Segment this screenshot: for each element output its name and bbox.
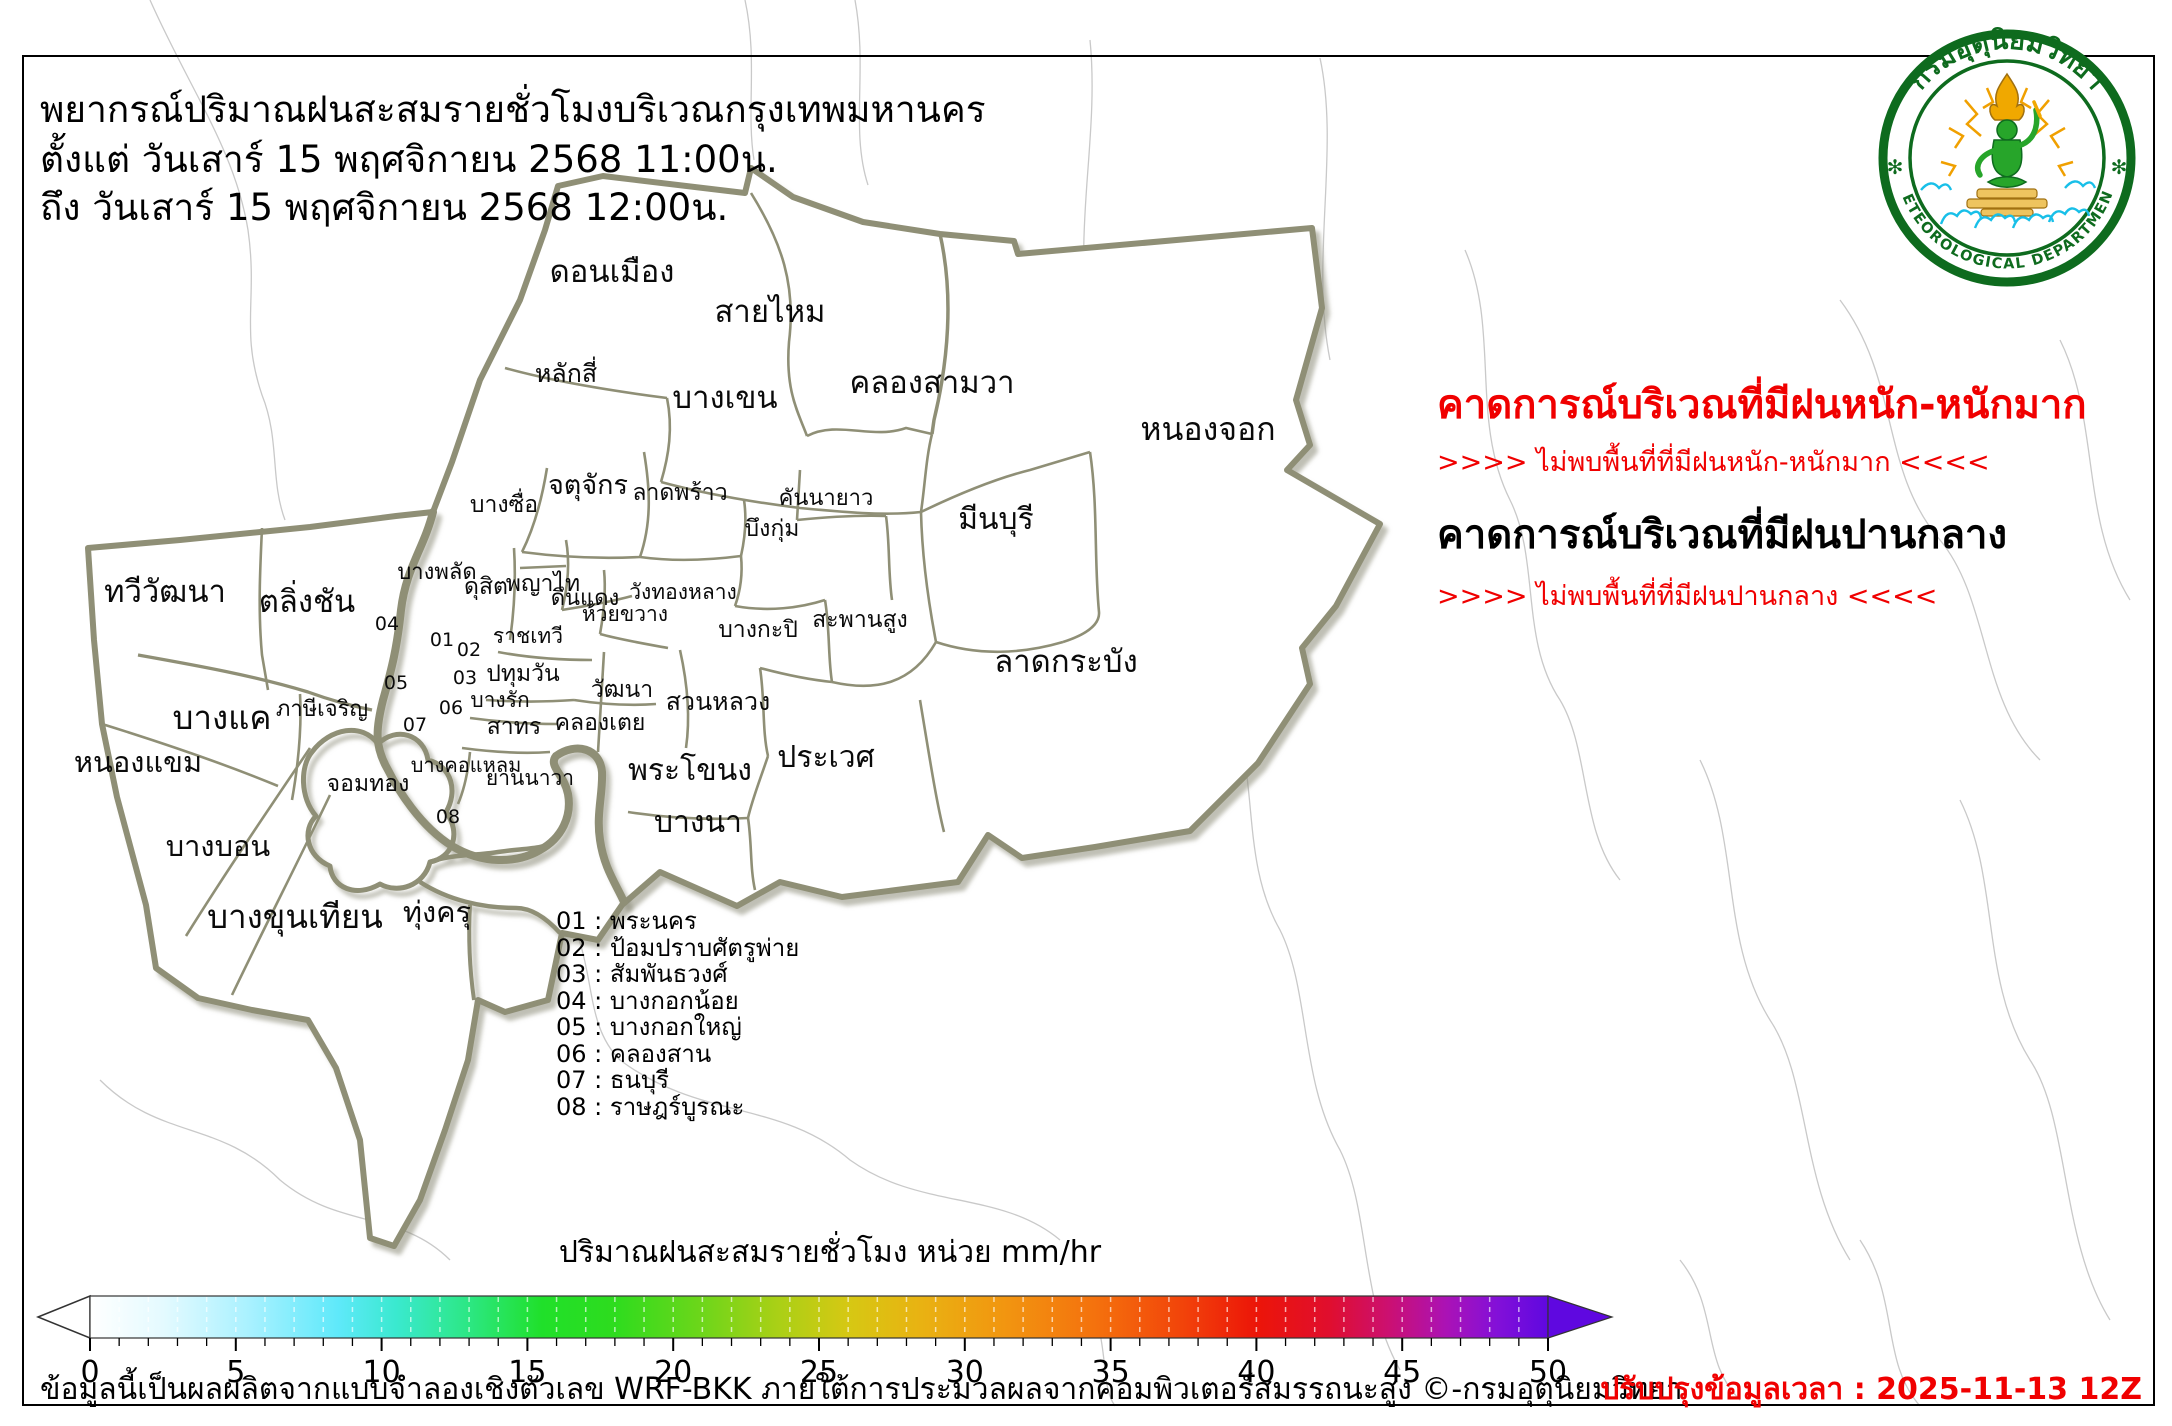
colorbar-tick-label: 35: [1092, 1355, 1130, 1390]
district-label: บางคอแหลม: [411, 753, 522, 777]
district-label: พระโขนง: [628, 752, 752, 788]
district-label: ลาดกระบัง: [994, 644, 1137, 680]
legend-item: 07 : ธนบุรี: [556, 1066, 670, 1094]
legend-item: 06 : คลองสาน: [556, 1039, 712, 1068]
city-outline: [85, 165, 1383, 1249]
district-label: ปทุมวัน: [486, 661, 560, 687]
colorbar-tick-label: 30: [946, 1355, 984, 1390]
page-title-line-3: ถึง วันเสาร์ 15 พฤศจิกายน 2568 12:00น.: [40, 186, 729, 229]
district-label: บางพลัด: [397, 560, 476, 585]
district-label: ภาษีเจริญ: [276, 697, 368, 722]
district-label: ทวีวัฒนา: [104, 574, 226, 610]
colorbar-tick-label: 5: [226, 1355, 245, 1390]
district-label: สาทร: [487, 714, 541, 740]
district-label: สายไหม: [715, 294, 826, 330]
district-label: 03: [453, 667, 477, 689]
district-label: มีนบุรี: [958, 502, 1033, 538]
district-label: สะพานสูง: [812, 607, 907, 633]
legend-item: 03 : สัมพันธวงศ์: [556, 960, 728, 988]
district-label: ตลิ่งชัน: [259, 580, 356, 620]
page-title-line-1: พยากรณ์ปริมาณฝนสะสมรายชั่วโมงบริเวณกรุงเ…: [40, 88, 986, 131]
logo-deity-figure-icon: [1966, 72, 2048, 217]
legend-item: 02 : ป้อมปราบศัตรูพ่าย: [556, 933, 800, 962]
district-label: วังทองหลาง: [629, 580, 737, 604]
legend-item: 01 : พระนคร: [556, 907, 697, 935]
logo-right-ornament-icon: ✻: [2111, 155, 2128, 179]
district-label: วัฒนา: [591, 677, 653, 703]
colorbar-tick-label: 25: [800, 1355, 838, 1390]
district-label: จอมทอง: [327, 771, 410, 797]
district-label: 04: [375, 613, 399, 635]
colorbar-right-arrow: [1547, 1295, 1614, 1339]
district-label: สวนหลวง: [666, 687, 770, 716]
colorbar-tick-label: 40: [1237, 1355, 1275, 1390]
page-title-line-2: ตั้งแต่ วันเสาร์ 15 พฤศจิกายน 2568 11:00…: [40, 138, 778, 181]
moderate-rain-result: >>>> ไม่พบพื้นที่ที่มีฝนปานกลาง <<<<: [1437, 581, 1938, 612]
colorbar-tick-label: 20: [654, 1355, 692, 1390]
colorbar-tick-label: 0: [80, 1355, 99, 1390]
district-label: หลักสี่: [535, 356, 597, 388]
district-label: 01: [430, 629, 454, 651]
district-label: พญาไท: [506, 570, 580, 597]
district-label: ห้วยขวาง: [582, 602, 668, 626]
district-label: บางกะปิ: [718, 617, 798, 643]
district-label: คันนายาว: [779, 486, 874, 511]
district-label: 05: [384, 672, 408, 694]
footer-update-time: ปรับปรุงข้อมูลเวลา : 2025-11-13 12Z: [1600, 1372, 2142, 1407]
district-label: คลองสามวา: [849, 365, 1014, 401]
district-label: บางนา: [654, 805, 742, 840]
district-label: ดินแดง: [551, 586, 620, 611]
colorbar-tick-label: 10: [363, 1355, 401, 1390]
district-label: บางเขน: [672, 380, 777, 416]
district-label: 08: [436, 806, 460, 828]
district-label: ประเวศ: [777, 740, 874, 775]
district-label: ทุ่งครุ: [403, 895, 471, 930]
logo-inner-ring: [1908, 59, 2106, 257]
district-label: 06: [439, 697, 463, 719]
district-label: ยานนาวา: [486, 766, 574, 790]
district-label: 02: [457, 639, 481, 661]
legend-item: 05 : บางกอกใหญ่: [556, 1013, 742, 1041]
moderate-rain-heading: คาดการณ์บริเวณที่มีฝนปานกลาง: [1437, 512, 2008, 558]
district-label: 07: [403, 714, 427, 736]
district-label: บึงกุ่ม: [745, 516, 800, 542]
district-label: ดุสิต: [464, 574, 508, 600]
district-label: บางรัก: [470, 688, 529, 712]
footer-disclaimer: ข้อมูลนี้เป็นผลผลิตจากแบบจำลองเชิงตัวเลข…: [40, 1372, 1683, 1407]
district-label: จตุจักร: [548, 470, 628, 502]
map-frame-border: [22, 55, 2155, 1406]
district-label: หนองจอก: [1140, 410, 1275, 448]
logo-left-ornament-icon: ✻: [1887, 155, 1904, 179]
legend-item: 08 : ราษฎร์บูรณะ: [556, 1092, 745, 1121]
colorbar-tick-label: 15: [508, 1355, 546, 1390]
district-label: บางบอน: [166, 829, 271, 863]
district-boundaries: [101, 192, 1101, 996]
district-label: คลองเตย: [555, 710, 646, 736]
colorbar-tick-label: 50: [1529, 1355, 1567, 1390]
district-label: บางขุนเทียน: [207, 897, 383, 937]
colorbar-title: ปริมาณฝนสะสมรายชั่วโมง หน่วย mm/hr: [559, 1231, 1102, 1270]
legend-item: 04 : บางกอกน้อย: [556, 986, 739, 1015]
rainfall-colorbar: ปริมาณฝนสะสมรายชั่วโมง หน่วย mm/hr 0 5 10 1…: [35, 1231, 1614, 1390]
heavy-rain-result: >>>> ไม่พบพื้นที่ที่มีฝนหนัก-หนักมาก <<<…: [1437, 447, 1990, 478]
district-label: บางแค: [173, 698, 272, 737]
logo-clouds-icon: [1920, 180, 2097, 229]
district-label: ดอนเมือง: [550, 254, 675, 290]
chao-phraya-river-line: [300, 508, 628, 1001]
district-label: บางซื่อ: [470, 488, 538, 518]
district-label: ลาดพร้าว: [632, 480, 727, 506]
tmd-logo: กรมอุตุนิยมวิทยา METEOROLOGICAL DEPARTME…: [1878, 24, 2136, 287]
colorbar-tick-label: 45: [1383, 1355, 1421, 1390]
district-label: ราชเทวี: [493, 624, 563, 648]
logo-lightning-rays-icon: [1940, 87, 2074, 177]
heavy-rain-heading: คาดการณ์บริเวณที่มีฝนหนัก-หนักมาก: [1437, 382, 2087, 428]
colorbar-left-arrow: [35, 1294, 91, 1340]
district-number-legend: 01 : พระนคร 02 : ป้อมปราบศัตรูพ่าย 03 : สั…: [556, 908, 799, 1120]
district-label: หนองแขม: [74, 745, 202, 779]
